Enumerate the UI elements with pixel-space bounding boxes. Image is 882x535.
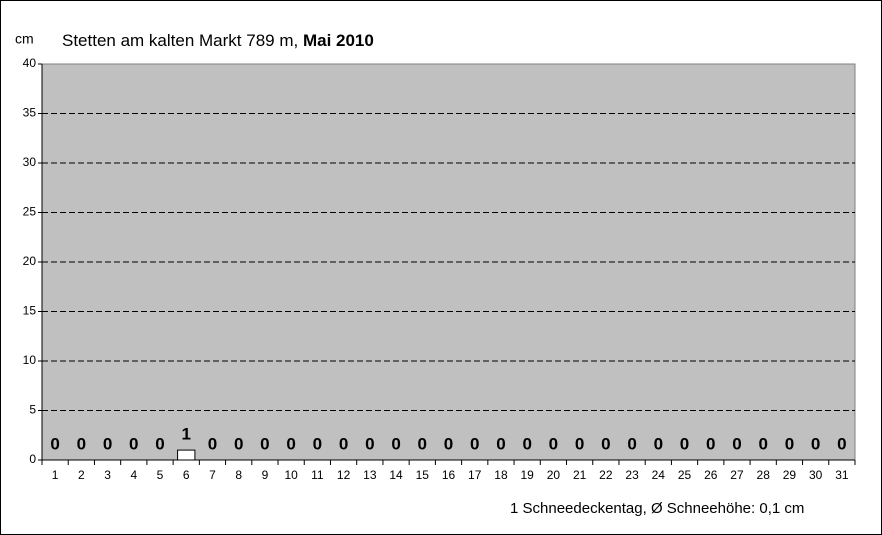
data-label: 0 bbox=[391, 434, 400, 453]
data-label: 0 bbox=[758, 434, 767, 453]
x-tick-label: 28 bbox=[757, 468, 771, 482]
data-label: 0 bbox=[575, 434, 584, 453]
y-tick-label: 5 bbox=[29, 403, 36, 417]
data-label: 1 bbox=[182, 425, 191, 444]
data-label: 0 bbox=[444, 434, 453, 453]
x-tick-label: 9 bbox=[262, 468, 269, 482]
data-label: 0 bbox=[260, 434, 269, 453]
x-tick-label: 10 bbox=[284, 468, 298, 482]
data-label: 0 bbox=[522, 434, 531, 453]
x-tick-label: 19 bbox=[520, 468, 534, 482]
title-text: Stetten am kalten Markt 789 m, bbox=[62, 31, 298, 50]
x-tick-label: 31 bbox=[835, 468, 849, 482]
chart-title: Stetten am kalten Markt 789 m, Mai 2010 bbox=[62, 31, 374, 50]
x-tick-label: 5 bbox=[157, 468, 164, 482]
x-tick-label: 16 bbox=[442, 468, 456, 482]
y-tick-label: 20 bbox=[23, 254, 37, 268]
x-tick-label: 20 bbox=[547, 468, 561, 482]
data-label: 0 bbox=[234, 434, 243, 453]
data-label: 0 bbox=[286, 434, 295, 453]
data-label: 0 bbox=[811, 434, 820, 453]
data-label: 0 bbox=[496, 434, 505, 453]
x-tick-label: 25 bbox=[678, 468, 692, 482]
data-label: 0 bbox=[339, 434, 348, 453]
y-tick-label: 25 bbox=[23, 205, 37, 219]
data-label: 0 bbox=[654, 434, 663, 453]
data-label: 0 bbox=[313, 434, 322, 453]
x-tick-label: 13 bbox=[363, 468, 377, 482]
data-label: 0 bbox=[418, 434, 427, 453]
y-tick-label: 10 bbox=[23, 353, 37, 367]
data-label: 0 bbox=[732, 434, 741, 453]
data-label: 0 bbox=[103, 434, 112, 453]
data-label: 0 bbox=[680, 434, 689, 453]
y-tick-label: 30 bbox=[23, 155, 37, 169]
data-label: 0 bbox=[365, 434, 374, 453]
y-tick-label: 35 bbox=[23, 106, 37, 120]
data-label: 0 bbox=[129, 434, 138, 453]
data-label: 0 bbox=[627, 434, 636, 453]
data-label: 0 bbox=[77, 434, 86, 453]
x-tick-label: 30 bbox=[809, 468, 823, 482]
x-tick-label: 1 bbox=[52, 468, 59, 482]
data-label: 0 bbox=[155, 434, 164, 453]
x-tick-label: 23 bbox=[625, 468, 639, 482]
x-tick-label: 14 bbox=[389, 468, 403, 482]
annotation: 1 Schneedeckentag, Ø Schneehöhe: 0,1 cm bbox=[510, 500, 804, 517]
x-tick-label: 29 bbox=[783, 468, 797, 482]
x-tick-label: 11 bbox=[311, 468, 324, 482]
x-tick-label: 3 bbox=[104, 468, 111, 482]
y-tick-label: 15 bbox=[23, 304, 37, 318]
x-tick-label: 4 bbox=[130, 468, 137, 482]
x-tick-label: 26 bbox=[704, 468, 718, 482]
data-label: 0 bbox=[208, 434, 217, 453]
data-label: 0 bbox=[549, 434, 558, 453]
x-tick-label: 17 bbox=[468, 468, 482, 482]
x-tick-label: 2 bbox=[78, 468, 85, 482]
y-tick-label: 0 bbox=[29, 452, 36, 466]
data-label: 0 bbox=[837, 434, 846, 453]
data-label: 0 bbox=[706, 434, 715, 453]
x-tick-label: 15 bbox=[416, 468, 430, 482]
x-tick-label: 8 bbox=[235, 468, 242, 482]
bar bbox=[177, 449, 196, 461]
y-tick-label: 40 bbox=[23, 56, 37, 70]
data-label: 0 bbox=[470, 434, 479, 453]
x-tick-label: 6 bbox=[183, 468, 190, 482]
x-tick-label: 7 bbox=[209, 468, 216, 482]
x-tick-label: 12 bbox=[337, 468, 351, 482]
data-label: 0 bbox=[50, 434, 59, 453]
y-axis-label: cm bbox=[15, 31, 34, 47]
x-tick-label: 22 bbox=[599, 468, 613, 482]
title-bold: Mai 2010 bbox=[303, 31, 374, 50]
data-label: 0 bbox=[601, 434, 610, 453]
x-tick-label: 27 bbox=[730, 468, 744, 482]
x-tick-label: 21 bbox=[573, 468, 587, 482]
x-tick-label: 18 bbox=[494, 468, 508, 482]
x-tick-label: 24 bbox=[652, 468, 666, 482]
data-label: 0 bbox=[785, 434, 794, 453]
